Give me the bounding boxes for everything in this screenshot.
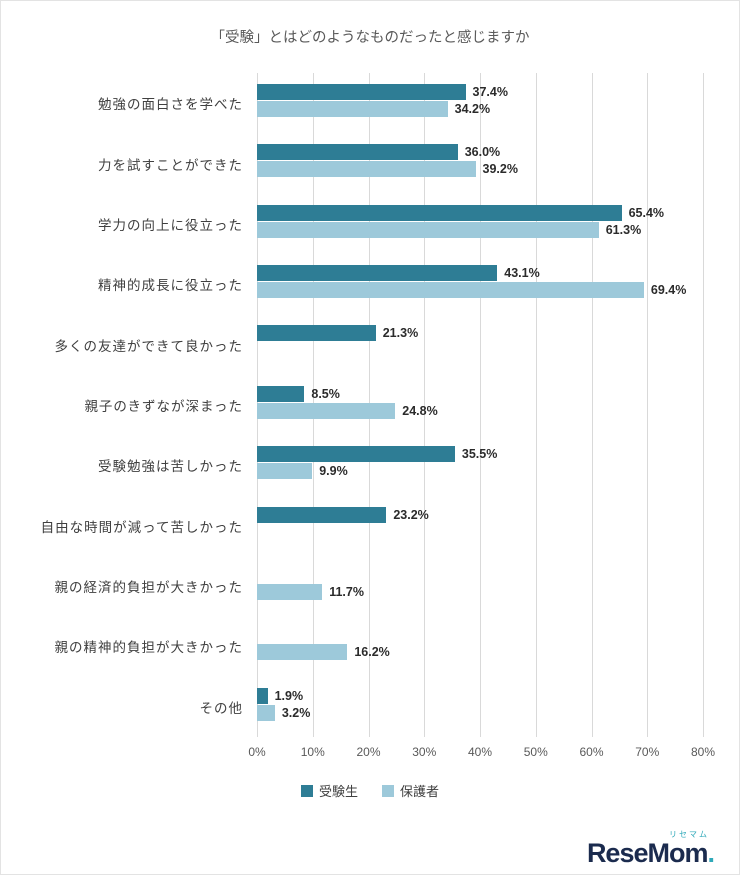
- gridline: [647, 73, 649, 737]
- category-row: 親の精神的負担が大きかった 16.2%: [1, 616, 739, 676]
- x-tick-label: 70%: [635, 745, 660, 759]
- category-label: 学力の向上に役立った: [98, 217, 243, 233]
- bar-series-0: [257, 84, 466, 100]
- gridline: [703, 73, 704, 737]
- value-label: 65.4%: [628, 205, 665, 220]
- category-row: 力を試すことができた 36.0% 39.2%: [1, 133, 739, 193]
- bar-series-1: [257, 704, 275, 721]
- legend-item: 保護者: [382, 781, 439, 800]
- value-label: 61.3%: [605, 222, 642, 237]
- bar-series-0: [257, 506, 387, 523]
- legend-swatch: [382, 784, 394, 797]
- category-row: その他 1.9% 3.2%: [1, 677, 739, 737]
- bar-series-1: [257, 402, 396, 419]
- gridline: [480, 73, 481, 737]
- legend-label: 受験生: [318, 784, 358, 799]
- bar-series-1: [257, 101, 448, 117]
- category-label: 精神的成長に役立った: [98, 278, 243, 294]
- category-label: 受験勉強は苦しかった: [98, 459, 243, 475]
- value-label: 21.3%: [382, 326, 419, 341]
- bar-series-0: [257, 204, 622, 221]
- x-tick-label: 60%: [579, 745, 604, 759]
- chart-title: 「受験」とはどのようなものだったと感じますか: [210, 30, 530, 46]
- value-label: 16.2%: [354, 645, 390, 660]
- category-label: 親の精神的負担が大きかった: [54, 640, 243, 656]
- bar-series-0: [257, 385, 305, 402]
- category-label: 力を試すことができた: [98, 157, 243, 173]
- bar-series-1: [257, 221, 599, 238]
- category-row: 精神的成長に役立った 43.1% 69.4%: [1, 254, 739, 314]
- category-row: 自由な時間が減って苦しかった 23.2%: [1, 496, 739, 556]
- category-row: 多くの友達ができて良かった 21.3%: [1, 314, 739, 374]
- value-label: 69.4%: [650, 283, 687, 298]
- x-axis: 0% 10% 20% 30% 40% 50% 60% 70% 80%: [1, 739, 739, 761]
- bar-series-1: [257, 463, 313, 480]
- value-label: 39.2%: [482, 162, 518, 177]
- bar-series-0: [257, 265, 498, 282]
- x-tick-label: 20%: [356, 745, 381, 759]
- bars-region: 勉強の面白さを学べた 37.4% 34.2% 力を試すことができた 36.0% 39.2%…: [1, 73, 739, 737]
- value-label: 24.8%: [402, 403, 438, 418]
- category-row: 学力の向上に役立った 65.4% 61.3%: [1, 194, 739, 254]
- bar-series-0: [257, 325, 376, 342]
- legend: 受験生 保護者: [1, 781, 739, 800]
- category-row: 親子のきずなが深まった 8.5% 24.8%: [1, 375, 739, 435]
- bar-series-0: [257, 144, 458, 161]
- x-tick-label: 0%: [248, 745, 266, 759]
- bar-series-1: [257, 282, 644, 299]
- value-label: 1.9%: [274, 688, 304, 703]
- category-label: その他: [199, 700, 243, 716]
- value-label: 23.2%: [393, 507, 429, 522]
- category-row: 勉強の面白さを学べた 37.4% 34.2%: [1, 73, 739, 133]
- x-tick-label: 80%: [690, 745, 716, 759]
- legend-label: 保護者: [400, 784, 440, 799]
- value-label: 36.0%: [464, 145, 501, 160]
- x-tick-label: 30%: [412, 745, 437, 759]
- value-label: 3.2%: [281, 705, 311, 720]
- resemom-logo: リセマム ReseMom.: [587, 831, 715, 867]
- bar-series-1: [257, 644, 348, 661]
- category-row: 親の経済的負担が大きかった 11.7%: [1, 556, 739, 616]
- x-tick-label: 50%: [523, 745, 548, 759]
- gridline: [424, 73, 426, 737]
- logo-katakana: リセマム: [669, 830, 709, 839]
- gridline: [535, 73, 537, 737]
- value-label: 8.5%: [311, 386, 340, 401]
- value-label: 11.7%: [329, 584, 364, 599]
- x-tick-label: 10%: [300, 745, 325, 759]
- logo-dot: .: [707, 838, 715, 868]
- bar-series-0: [257, 687, 268, 704]
- bar-series-0: [257, 446, 455, 463]
- value-label: 34.2%: [454, 102, 491, 116]
- value-label: 9.9%: [319, 464, 348, 479]
- category-label: 親子のきずなが深まった: [84, 398, 243, 414]
- value-label: 43.1%: [504, 266, 540, 281]
- category-label: 勉強の面白さを学べた: [98, 97, 243, 113]
- category-row: 受験勉強は苦しかった 35.5% 9.9%: [1, 435, 739, 495]
- bar-series-1: [257, 583, 323, 600]
- legend-item: 受験生: [300, 781, 358, 800]
- category-label: 親の経済的負担が大きかった: [54, 580, 243, 596]
- value-label: 37.4%: [472, 85, 508, 99]
- category-label: 多くの友達ができて良かった: [54, 338, 243, 354]
- gridline: [591, 73, 593, 737]
- bar-series-1: [257, 161, 476, 178]
- value-label: 35.5%: [461, 447, 498, 462]
- legend-swatch: [300, 784, 313, 797]
- x-tick-label: 40%: [467, 745, 493, 759]
- category-label: 自由な時間が減って苦しかった: [40, 519, 243, 535]
- logo-text: ReseMom: [586, 838, 709, 868]
